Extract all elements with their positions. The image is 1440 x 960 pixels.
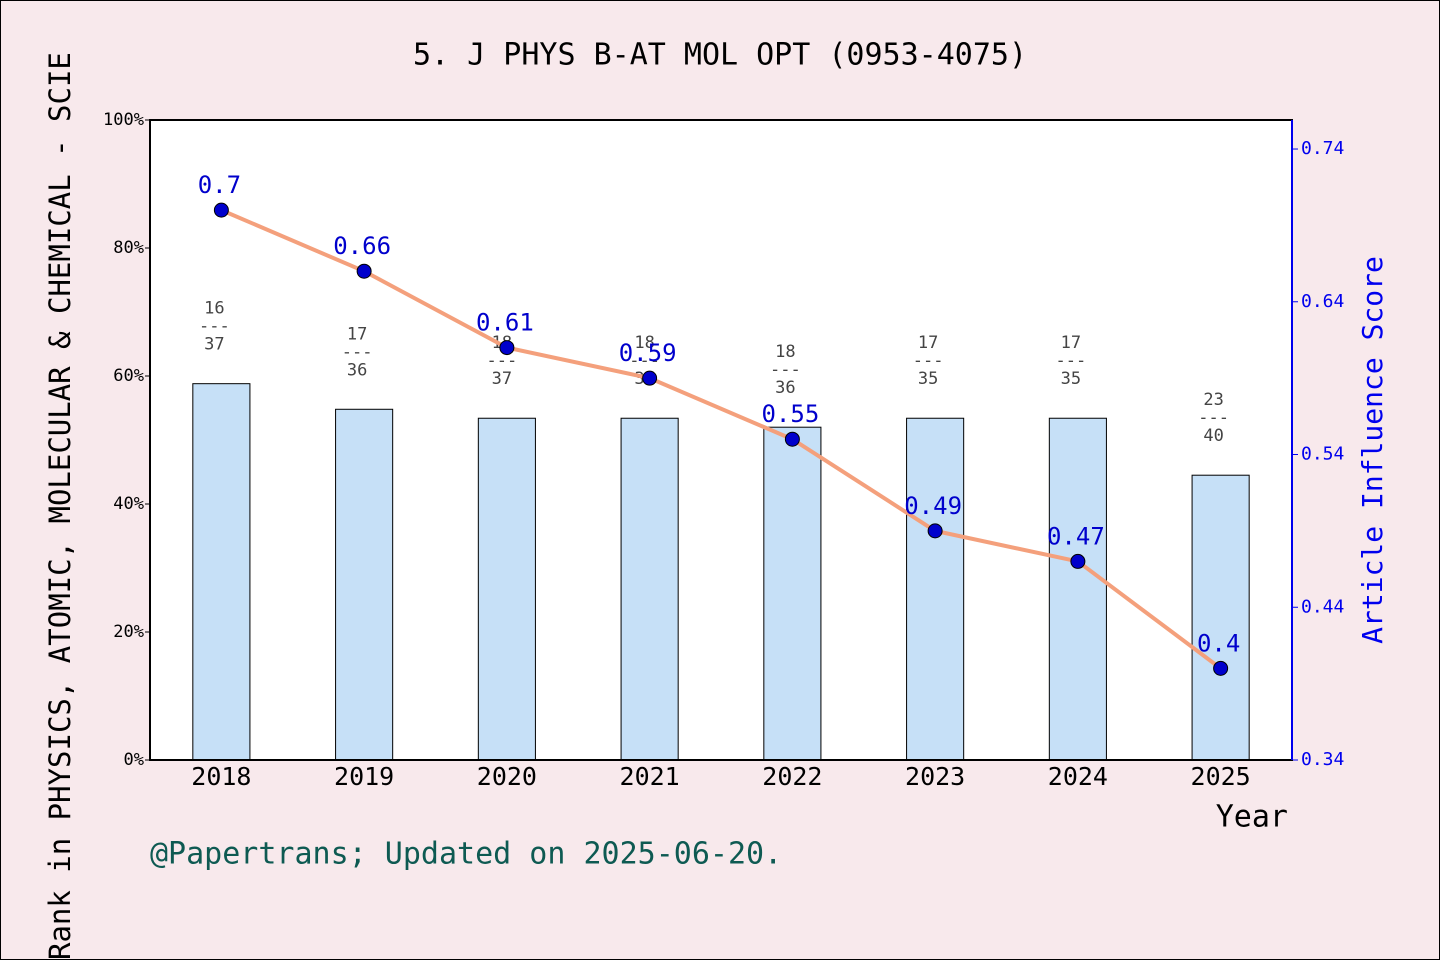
y-tick-label: 60% — [113, 366, 144, 386]
rank-label: 18 — [634, 333, 654, 353]
rank-label: 17 — [347, 324, 367, 344]
y-tick-label: 40% — [113, 494, 144, 514]
marker — [642, 370, 658, 386]
x-tick-label: 2019 — [334, 762, 394, 791]
y2-tick-label: 0.54 — [1301, 444, 1344, 465]
line — [220, 208, 1222, 670]
rank-total: 35 — [918, 369, 938, 389]
rank-total: 40 — [1203, 426, 1223, 446]
rank-separator: --- — [342, 342, 373, 362]
bar — [335, 408, 394, 761]
footer-note: @Papertrans; Updated on 2025-06-20. — [150, 837, 782, 872]
plot-area — [150, 120, 1292, 760]
value-label: 0.59 — [619, 339, 677, 367]
rank-label: 18 — [775, 342, 795, 362]
rank-total: 37 — [492, 369, 512, 389]
bar — [477, 417, 536, 761]
bar — [1048, 417, 1107, 761]
rank-total: 36 — [775, 378, 795, 398]
marker — [1070, 553, 1086, 569]
value-label: 0.55 — [761, 400, 819, 428]
x-tick-label: 2023 — [905, 762, 965, 791]
value-label: 0.61 — [476, 309, 534, 337]
x-tick-label: 2018 — [191, 762, 251, 791]
y2-tick-label: 0.64 — [1301, 291, 1344, 312]
x-axis-label: Year — [1216, 800, 1288, 835]
y2-tick-label: 0.74 — [1301, 138, 1344, 159]
bar — [620, 417, 679, 761]
y2-axis-label: Article Influence Score — [1356, 256, 1389, 644]
marker — [356, 263, 372, 279]
value-label: 0.49 — [904, 492, 962, 520]
rank-separator: --- — [199, 317, 230, 337]
rank-total: 37 — [204, 335, 224, 355]
rank-total: 35 — [1061, 369, 1081, 389]
rank-total: 36 — [347, 360, 367, 380]
y-tick-label: 0% — [124, 750, 144, 770]
marker — [499, 340, 515, 356]
value-label: 0.4 — [1197, 629, 1240, 657]
rank-separator: --- — [913, 351, 944, 371]
x-tick-label: 2022 — [762, 762, 822, 791]
rank-separator: --- — [629, 351, 660, 371]
y2-tick-label: 0.44 — [1301, 596, 1344, 617]
bar — [906, 417, 965, 761]
y-tick-label: 80% — [113, 238, 144, 258]
rank-separator: --- — [1198, 408, 1229, 428]
rank-label: 16 — [204, 299, 224, 319]
x-tick-label: 2025 — [1191, 762, 1251, 791]
value-label: 0.66 — [333, 232, 391, 260]
value-label: 0.7 — [198, 171, 241, 199]
x-tick-label: 2024 — [1048, 762, 1108, 791]
marker — [927, 523, 943, 539]
value-label: 0.47 — [1047, 522, 1105, 550]
bar — [1191, 474, 1250, 761]
rank-label: 17 — [918, 333, 938, 353]
y-tick-label: 100% — [103, 110, 144, 130]
rank-separator: --- — [487, 351, 518, 371]
marker — [213, 202, 229, 218]
marker — [1213, 660, 1229, 676]
bar — [763, 426, 822, 761]
marker — [784, 431, 800, 447]
bar — [192, 383, 251, 761]
rank-label: 17 — [1061, 333, 1081, 353]
rank-label: 23 — [1203, 390, 1223, 410]
rank-separator: --- — [1056, 351, 1087, 371]
rank-separator: --- — [770, 360, 801, 380]
y-tick-label: 20% — [113, 622, 144, 642]
y-axis-label: Rank in PHYSICS, ATOMIC, MOLECULAR & CHE… — [43, 52, 77, 960]
x-tick-label: 2021 — [620, 762, 680, 791]
y2-tick-label: 0.34 — [1301, 749, 1344, 770]
x-tick-label: 2020 — [477, 762, 537, 791]
chart-title: 5. J PHYS B-AT MOL OPT (0953-4075) — [413, 38, 1027, 73]
